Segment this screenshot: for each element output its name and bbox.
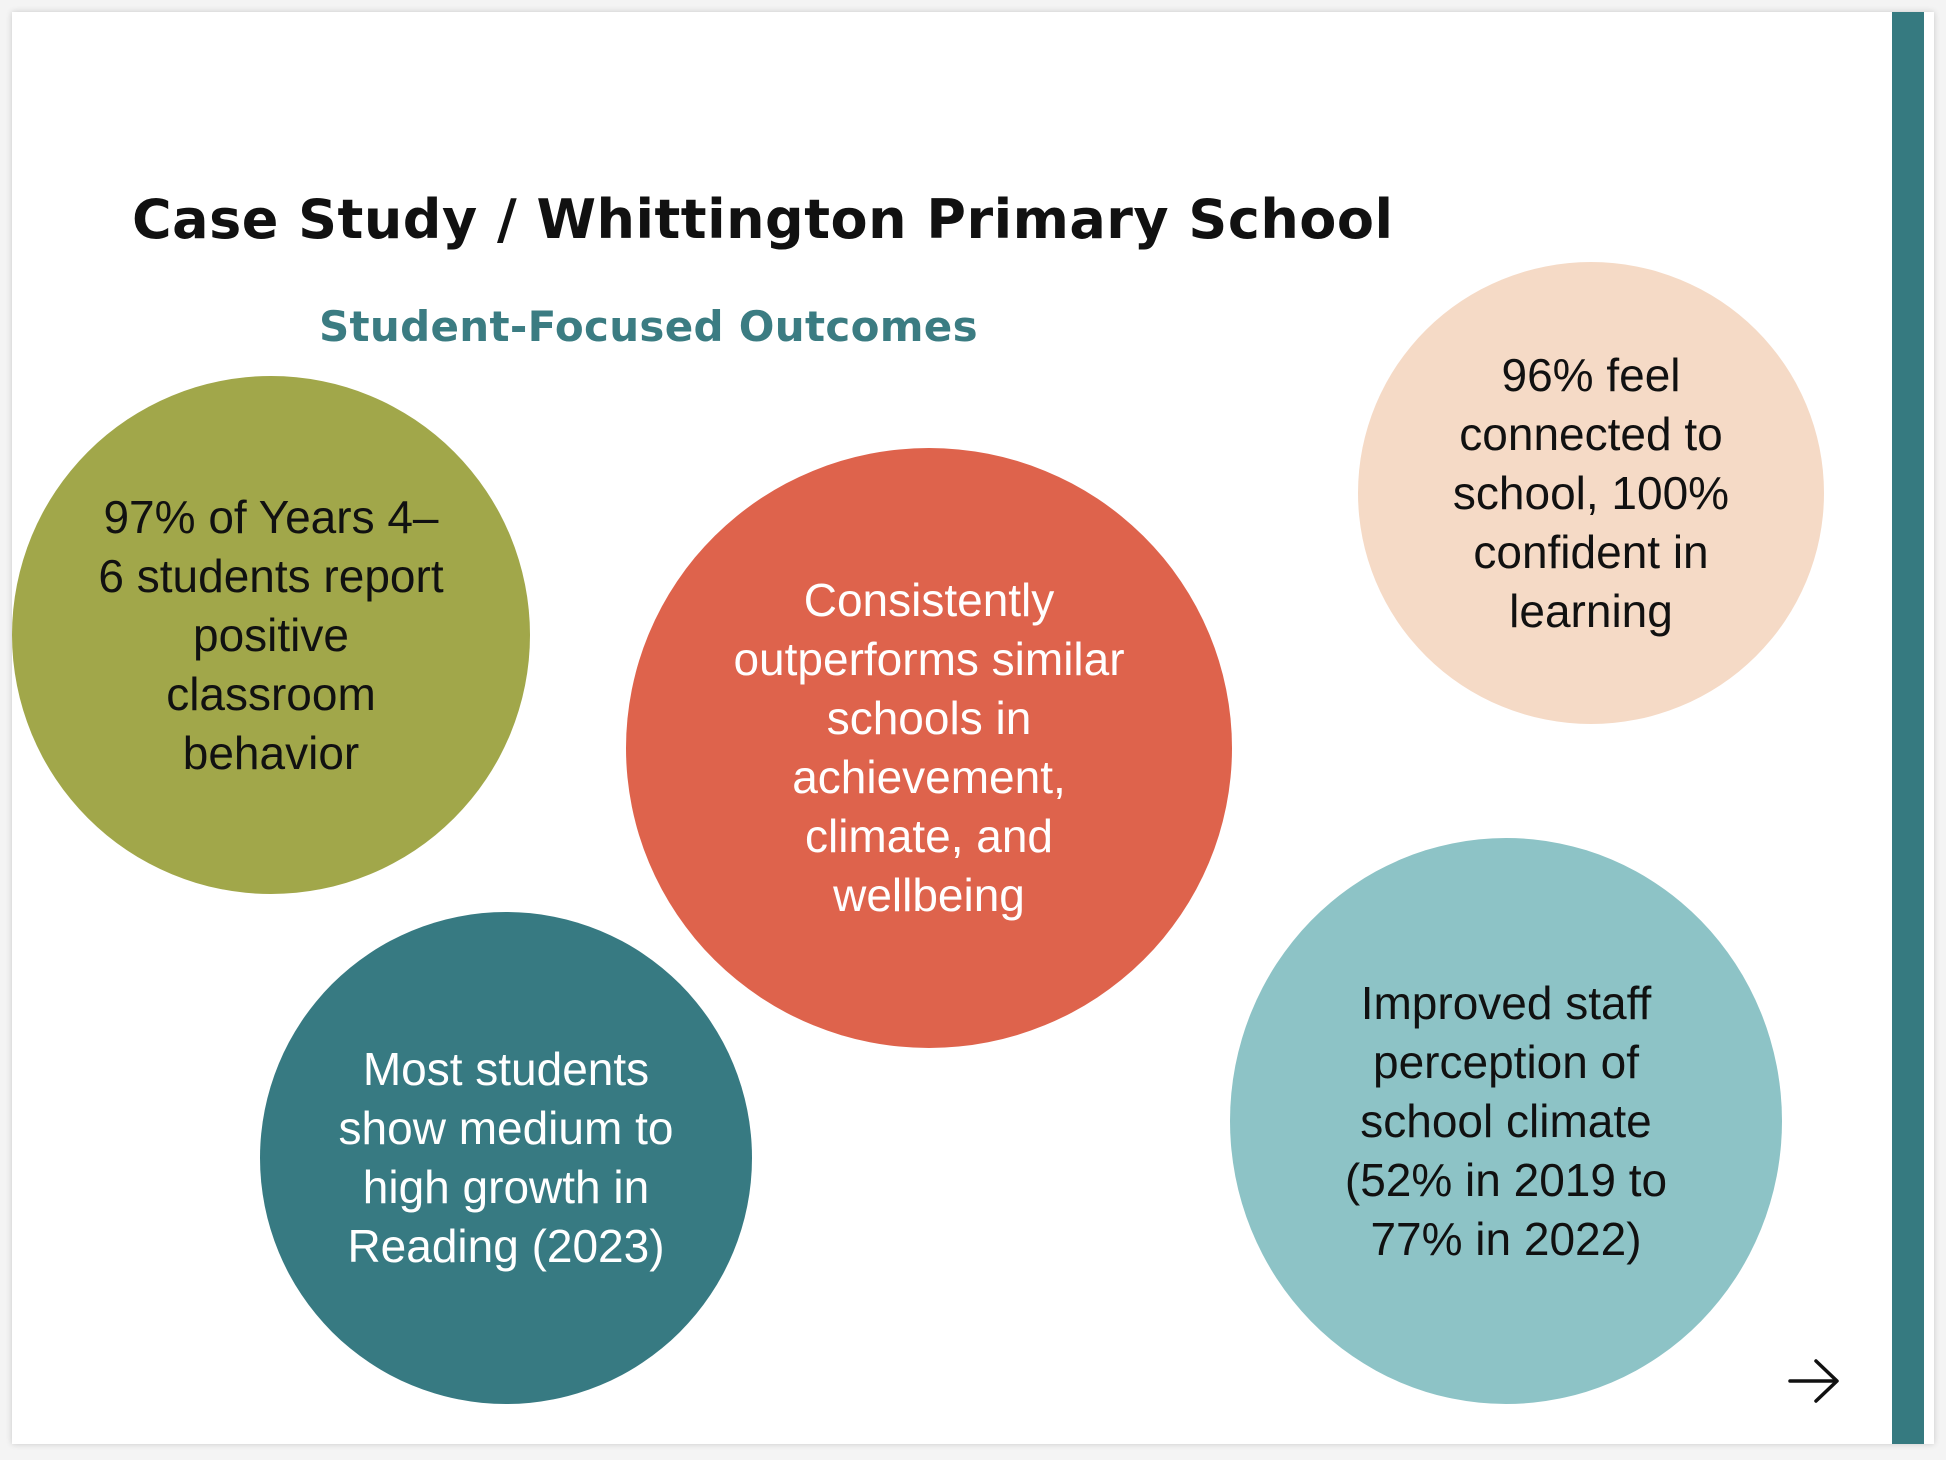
slide-subtitle: Student-Focused Outcomes	[319, 302, 978, 351]
outcome-bubble-outperforms: Consistently outperforms similar schools…	[626, 448, 1232, 1048]
bubble-text: 96% feel connected to school, 100% confi…	[1452, 348, 1730, 637]
outcome-bubble-classroom-behavior: 97% of Years 4–6 students report positiv…	[12, 376, 530, 894]
bubble-text: Consistently outperforms similar schools…	[733, 574, 1125, 921]
accent-bar	[1892, 12, 1924, 1444]
bubble-text: Improved staff perception of school clim…	[1344, 976, 1668, 1265]
arrow-right-icon[interactable]	[1784, 1354, 1844, 1408]
outcome-bubble-staff-perception: Improved staff perception of school clim…	[1230, 838, 1782, 1404]
slide-title: Case Study / Whittington Primary School	[132, 188, 1394, 251]
outcome-bubble-reading-growth: Most students show medium to high growth…	[260, 912, 752, 1404]
bubble-text: Most students show medium to high growth…	[338, 1043, 674, 1272]
outcome-bubble-connected: 96% feel connected to school, 100% confi…	[1358, 262, 1824, 724]
slide: Case Study / Whittington Primary School …	[12, 12, 1934, 1444]
bubble-text: 97% of Years 4–6 students report positiv…	[98, 490, 444, 779]
